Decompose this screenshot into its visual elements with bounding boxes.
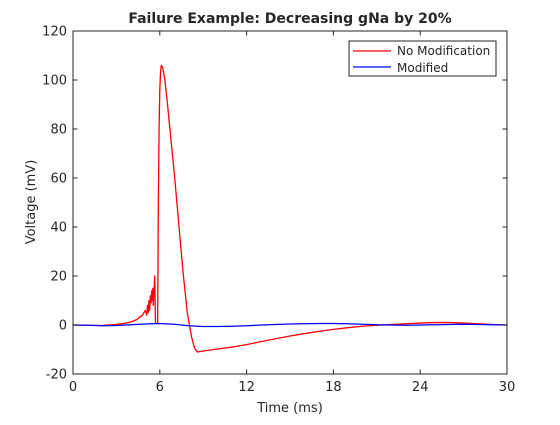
chart-title: Failure Example: Decreasing gNa by 20%	[128, 11, 451, 27]
series-layer	[72, 64, 508, 353]
x-axis: 0 6 12 18 24 30	[69, 31, 515, 395]
series-line-no-modification	[72, 64, 508, 353]
y-tick-label: 0	[59, 319, 67, 334]
x-tick-label: 24	[412, 380, 429, 395]
x-axis-label: Time (ms)	[256, 401, 323, 416]
legend-label-no-modification: No Modification	[397, 44, 490, 58]
y-axis-label: Voltage (mV)	[24, 160, 39, 245]
x-tick-label: 0	[69, 380, 77, 395]
plot-frame	[72, 30, 508, 375]
y-tick-label: 40	[50, 221, 67, 236]
y-tick-label: -20	[46, 368, 67, 383]
legend-box	[348, 40, 497, 77]
y-axis: -20 0 20 40 60 80 100 120	[42, 25, 507, 383]
x-tick-label: 6	[156, 380, 164, 395]
legend-label-modified: Modified	[397, 61, 448, 75]
x-tick-label: 30	[499, 380, 516, 395]
y-tick-label: 100	[42, 74, 67, 89]
y-tick-label: 80	[50, 123, 67, 138]
legend: No Modification Modified	[348, 40, 497, 77]
y-tick-label: 60	[50, 172, 67, 187]
x-tick-label: 18	[325, 380, 342, 395]
series-line-modified	[72, 322, 508, 328]
plot-area	[73, 31, 507, 374]
y-tick-label: 120	[42, 25, 67, 40]
y-tick-label: 20	[50, 270, 67, 285]
x-tick-label: 12	[238, 380, 255, 395]
